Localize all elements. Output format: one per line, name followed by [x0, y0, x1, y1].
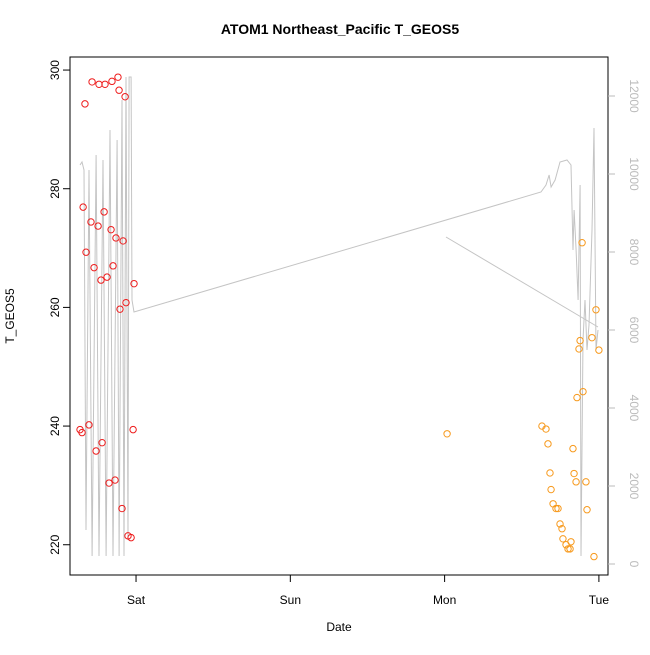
- point: [566, 545, 574, 553]
- point: [582, 478, 590, 486]
- point: [547, 485, 555, 494]
- point: [567, 538, 575, 546]
- point: [570, 469, 578, 478]
- point: [569, 444, 577, 453]
- point: [97, 276, 105, 284]
- point: [119, 237, 127, 245]
- point: [115, 86, 123, 94]
- point: [558, 525, 566, 533]
- point: [443, 430, 451, 438]
- y-axis-label: T_GEOS5: [3, 288, 17, 344]
- point: [556, 520, 564, 528]
- point: [85, 421, 93, 429]
- y2-tick-label: 8000: [627, 239, 641, 266]
- point: [127, 533, 135, 542]
- x-tick-label: Sun: [280, 593, 301, 607]
- x-tick-label: Sat: [127, 593, 146, 607]
- point: [121, 93, 129, 101]
- point: [573, 393, 581, 402]
- y2-tick-label: 6000: [627, 317, 641, 344]
- point: [101, 80, 109, 88]
- point: [81, 100, 89, 108]
- x-axis-label: Date: [326, 620, 352, 634]
- point: [590, 552, 598, 561]
- y-tick-label: 300: [48, 60, 62, 80]
- point: [87, 218, 95, 226]
- point: [114, 73, 122, 81]
- point: [122, 298, 130, 307]
- chart-title: ATOM1 Northeast_Pacific T_GEOS5: [221, 21, 460, 37]
- point: [578, 239, 586, 247]
- point: [544, 440, 552, 448]
- point: [592, 306, 600, 314]
- point: [579, 387, 587, 396]
- point: [78, 428, 86, 437]
- point: [575, 345, 583, 353]
- point: [79, 203, 87, 211]
- altitude-line: [79, 76, 599, 557]
- point: [103, 273, 111, 281]
- point: [105, 479, 113, 487]
- point: [92, 447, 100, 455]
- y2-tick-label: 0: [627, 561, 641, 568]
- point: [111, 476, 119, 484]
- point: [116, 305, 124, 313]
- point: [588, 333, 596, 342]
- point: [107, 225, 115, 234]
- point: [583, 506, 591, 514]
- point: [90, 263, 98, 272]
- y-tick-label: 240: [48, 416, 62, 436]
- point: [554, 504, 562, 513]
- point: [112, 234, 120, 242]
- point: [576, 336, 584, 345]
- point: [129, 425, 137, 434]
- y2-tick-label: 4000: [627, 395, 641, 422]
- point: [564, 545, 572, 553]
- point: [98, 438, 106, 447]
- point: [118, 504, 126, 513]
- point: [100, 208, 108, 216]
- point: [82, 248, 90, 256]
- point: [595, 346, 603, 354]
- point: [552, 504, 560, 513]
- y2-tick-label: 10000: [627, 157, 641, 191]
- y-tick-label: 260: [48, 297, 62, 317]
- y-tick-label: 220: [48, 534, 62, 554]
- point: [130, 279, 138, 288]
- plot-box: [69, 56, 609, 576]
- point: [109, 262, 117, 270]
- point: [572, 478, 580, 486]
- y2-tick-label: 2000: [627, 473, 641, 500]
- x-tick-label: Tue: [589, 593, 610, 607]
- point: [88, 78, 96, 86]
- point: [94, 222, 102, 230]
- point: [546, 469, 554, 477]
- y2-tick-label: 12000: [627, 79, 641, 113]
- x-tick-label: Mon: [433, 593, 456, 607]
- point: [542, 425, 550, 433]
- y-tick-label: 280: [48, 178, 62, 198]
- point: [559, 535, 567, 543]
- point: [108, 77, 116, 86]
